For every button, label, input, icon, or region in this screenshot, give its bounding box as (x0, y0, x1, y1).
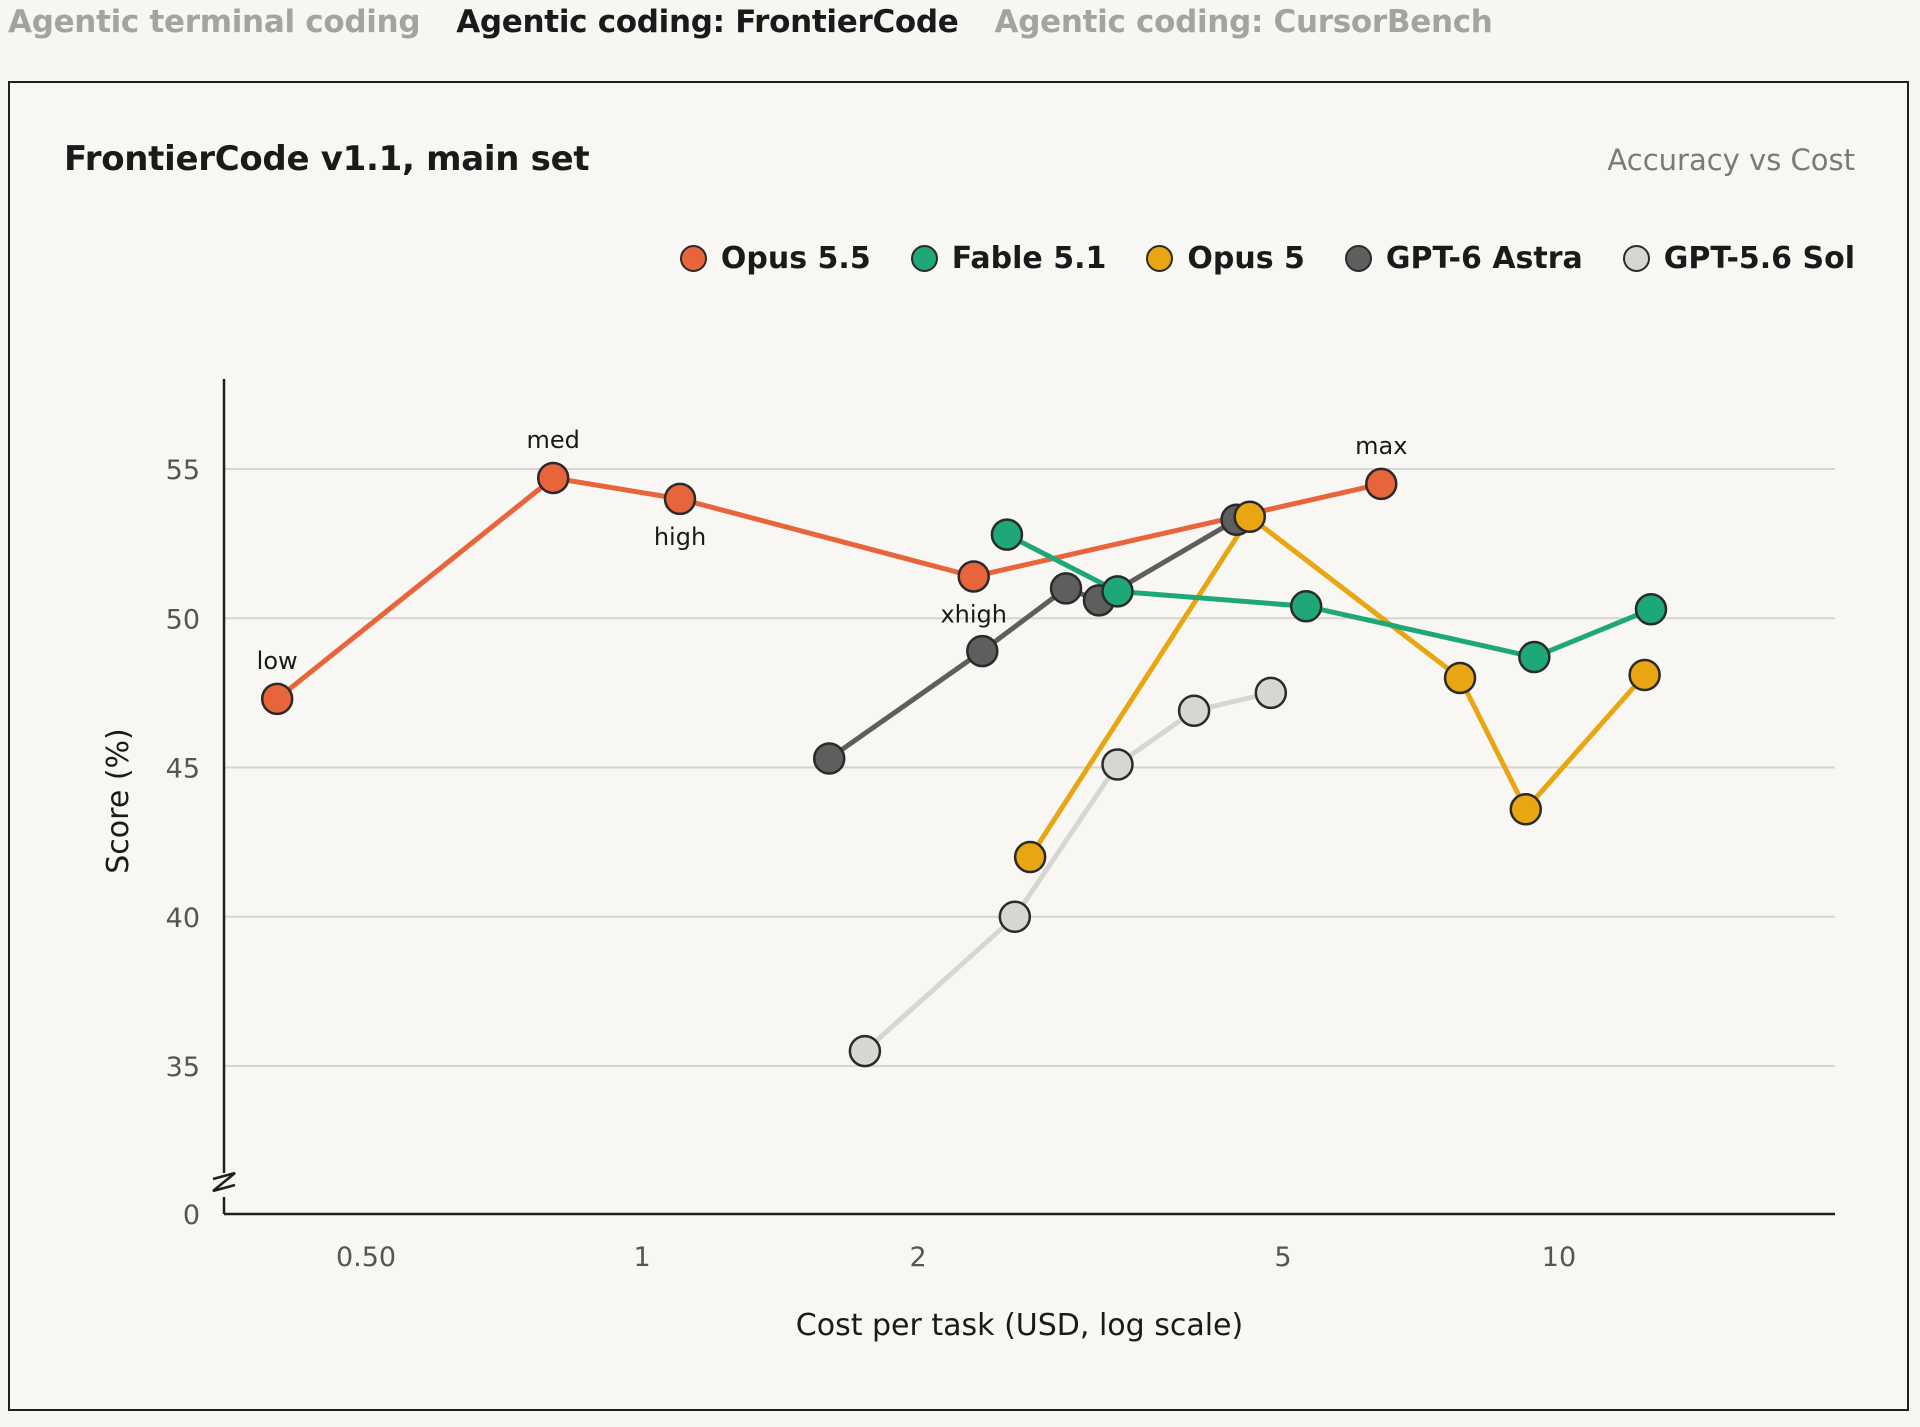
x-tick-label: 0.50 (336, 1242, 396, 1273)
tab-bar: Agentic terminal coding Agentic coding: … (8, 0, 1493, 44)
data-point-opus-5-3[interactable] (1443, 661, 1477, 695)
x-tick-label: 10 (1542, 1242, 1576, 1273)
data-point-opus-5-1[interactable] (1013, 840, 1047, 874)
legend-label-opus-5-5: Opus 5.5 (720, 241, 871, 276)
chart-title: FrontierCode v1.1, main set (64, 139, 590, 179)
legend-label-fable-5-1: Fable 5.1 (951, 241, 1107, 276)
y-tick-label: 40 (166, 903, 200, 934)
legend-item-opus-5-5[interactable]: Opus 5.5 (679, 241, 871, 276)
series-line-opus-5-5 (274, 475, 1384, 702)
y-axis-title: Score (%) (101, 728, 136, 873)
tab-cursorbench[interactable]: Agentic coding: CursorBench (994, 4, 1493, 40)
legend-label-opus-5: Opus 5 (1187, 241, 1305, 276)
x-tick-label: 1 (633, 1242, 650, 1273)
point-label-med: med (527, 426, 580, 454)
point-label-low: low (257, 647, 298, 675)
data-point-gpt-6-astra-3[interactable] (1049, 572, 1083, 605)
series-line-opus-5 (1027, 514, 1648, 860)
data-point-gpt-5-6-sol-1[interactable] (848, 1034, 882, 1068)
data-point-gpt-5-6-sol-4[interactable] (1177, 694, 1211, 728)
y-tick-label: 45 (166, 754, 200, 785)
legend-swatch-gpt-6-astra (1344, 245, 1372, 272)
data-point-gpt-5-6-sol-2[interactable] (998, 900, 1032, 933)
series-line-gpt-5-6-sol (862, 690, 1274, 1054)
data-point-gpt-5-6-sol-5[interactable] (1254, 676, 1288, 710)
data-point-fable-5-1-1[interactable] (990, 518, 1024, 551)
y-tick-label: 50 (166, 604, 200, 635)
data-point-gpt-6-astra-1[interactable] (812, 742, 846, 775)
axis-break-marker (212, 1171, 236, 1193)
data-point-opus-5-5-4[interactable] (957, 560, 990, 593)
legend-item-gpt-6-astra[interactable]: GPT-6 Astra (1344, 241, 1583, 276)
data-point-opus-5-5-2[interactable] (536, 461, 570, 495)
y-tick-label: 0 (183, 1200, 200, 1231)
legend-label-gpt-5-6-sol: GPT-5.6 Sol (1663, 241, 1855, 276)
tab-frontiercode[interactable]: Agentic coding: FrontierCode (456, 4, 959, 40)
legend-item-fable-5-1[interactable]: Fable 5.1 (910, 241, 1107, 276)
data-point-opus-5-5-1[interactable] (260, 682, 294, 716)
data-point-gpt-5-6-sol-3[interactable] (1101, 748, 1134, 781)
legend-swatch-opus-5-5 (679, 245, 707, 272)
data-point-opus-5-2[interactable] (1233, 500, 1267, 534)
point-label-high: high (654, 523, 706, 551)
x-tick-label: 5 (1274, 1242, 1291, 1273)
data-point-fable-5-1-5[interactable] (1634, 593, 1668, 626)
chart-panel: FrontierCode v1.1, main set Accuracy vs … (8, 81, 1909, 1411)
chart-plot: 35 40 45 50 55 0 0.50 1 2 5 10 Cost per task (USD, … (101, 379, 1835, 1343)
point-label-max: max (1355, 432, 1407, 460)
legend-swatch-opus-5 (1146, 245, 1174, 272)
legend-swatch-gpt-5-6-sol (1622, 245, 1650, 272)
legend-label-gpt-6-astra: GPT-6 Astra (1385, 241, 1583, 276)
data-point-opus-5-5-3[interactable] (663, 482, 697, 516)
legend-item-opus-5[interactable]: Opus 5 (1146, 241, 1305, 276)
chart-subtitle: Accuracy vs Cost (1607, 143, 1855, 177)
data-point-fable-5-1-2[interactable] (1101, 575, 1134, 608)
data-point-fable-5-1-4[interactable] (1518, 640, 1551, 674)
x-tick-label: 2 (909, 1242, 926, 1273)
point-label-xhigh: xhigh (940, 600, 1007, 628)
data-point-opus-5-5-5[interactable] (1365, 467, 1398, 501)
data-point-fable-5-1-3[interactable] (1289, 590, 1323, 623)
chart-legend: Opus 5.5 Fable 5.1 Opus 5 GPT-6 Astra GP… (679, 241, 1855, 276)
data-point-opus-5-5[interactable] (1628, 658, 1661, 692)
legend-item-gpt-5-6-sol[interactable]: GPT-5.6 Sol (1622, 241, 1855, 276)
tab-agentic-terminal-coding[interactable]: Agentic terminal coding (8, 4, 421, 40)
data-point-opus-5-4[interactable] (1509, 793, 1543, 826)
y-tick-label: 35 (166, 1052, 200, 1083)
legend-swatch-fable-5-1 (910, 245, 938, 272)
x-axis-title: Cost per task (USD, log scale) (796, 1308, 1243, 1343)
y-tick-label: 55 (166, 455, 200, 486)
data-point-gpt-6-astra-2[interactable] (966, 634, 999, 668)
